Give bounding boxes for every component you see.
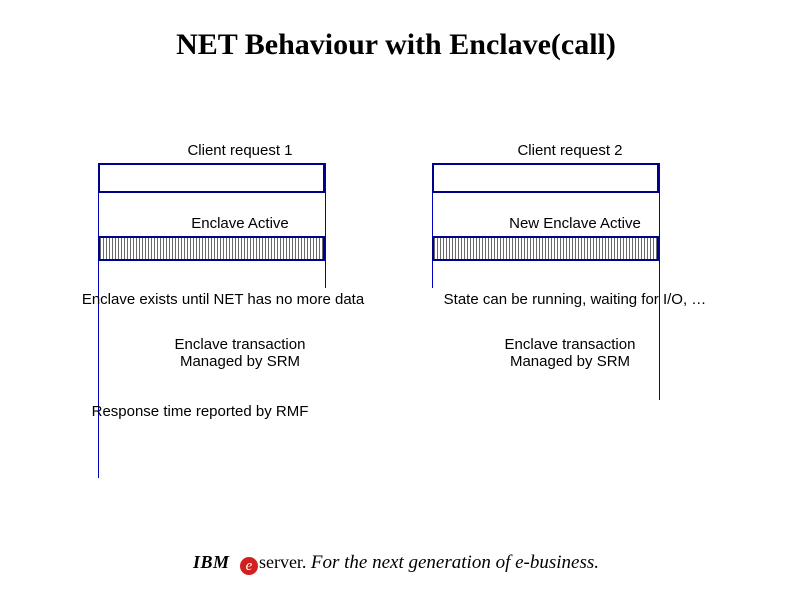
client-request-1-bar — [98, 163, 325, 193]
footer-tagline: For the next generation of e-business. — [311, 552, 599, 573]
vline-left-start — [98, 163, 99, 478]
enclave-active-2-bar — [432, 236, 659, 261]
label-transaction-2: Enclave transaction Managed by SRM — [460, 336, 680, 370]
page-title: NET Behaviour with Enclave(call) — [0, 28, 792, 62]
footer: IBM eserver. For the next generation of … — [0, 552, 792, 575]
label-enclave-active-2: New Enclave Active — [480, 215, 670, 232]
label-transaction-1: Enclave transaction Managed by SRM — [130, 336, 350, 370]
vline-left-end — [325, 163, 326, 288]
label-rmf: Response time reported by RMF — [70, 403, 330, 420]
footer-ibm: IBM — [193, 552, 230, 572]
label-enclave-active-1: Enclave Active — [160, 215, 320, 232]
footer-server: server. — [259, 552, 306, 572]
footer-e-badge: e — [240, 557, 258, 575]
enclave-active-1-bar — [98, 236, 325, 261]
client-request-2-bar — [432, 163, 659, 193]
label-state: State can be running, waiting for I/O, … — [420, 291, 730, 308]
label-enclave-exists: Enclave exists until NET has no more dat… — [58, 291, 388, 308]
label-client-request-2: Client request 2 — [490, 142, 650, 159]
label-client-request-1: Client request 1 — [160, 142, 320, 159]
